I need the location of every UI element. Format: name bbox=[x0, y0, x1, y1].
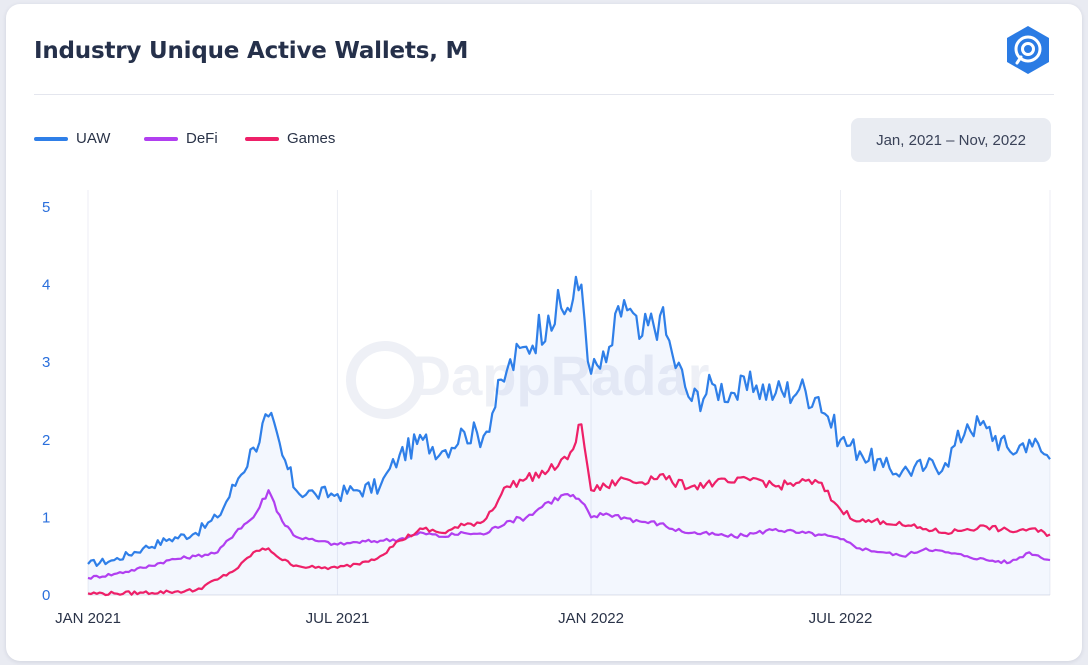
legend-label-games: Games bbox=[287, 130, 336, 147]
legend-swatch-defi bbox=[144, 136, 178, 141]
series-line-uaw bbox=[87, 275, 1051, 567]
x-tick-label-2: JAN 2022 bbox=[558, 610, 624, 627]
series-line-defi bbox=[87, 489, 1051, 580]
legend-item-defi[interactable]: DeFi bbox=[144, 130, 218, 147]
y-tick-label-5: 5 bbox=[42, 199, 50, 216]
legend-swatch-games bbox=[245, 136, 279, 141]
chart-title: Industry Unique Active Wallets, M bbox=[34, 38, 469, 64]
chart-card: Industry Unique Active Wallets, M UAW De… bbox=[6, 4, 1082, 661]
x-tick-label-0: JAN 2021 bbox=[55, 610, 121, 627]
dappradar-logo-icon[interactable] bbox=[1002, 24, 1054, 76]
legend-swatch-uaw bbox=[34, 136, 68, 141]
watermark-text: DappRadar bbox=[411, 344, 710, 407]
legend-item-games[interactable]: Games bbox=[245, 130, 335, 147]
legend-item-uaw[interactable]: UAW bbox=[34, 130, 110, 147]
date-range-button[interactable]: Jan, 2021 – Nov, 2022 bbox=[851, 118, 1051, 162]
series-line-games bbox=[87, 423, 1051, 597]
header-divider bbox=[34, 94, 1054, 95]
x-tick-label-1: JUL 2021 bbox=[306, 610, 370, 627]
y-tick-label-3: 3 bbox=[42, 354, 50, 371]
y-tick-label-2: 2 bbox=[42, 432, 50, 449]
x-tick-label-3: JUL 2022 bbox=[809, 610, 873, 627]
y-tick-label-4: 4 bbox=[42, 277, 50, 294]
y-tick-label-1: 1 bbox=[42, 509, 50, 526]
legend-label-defi: DeFi bbox=[186, 130, 218, 147]
watermark-logo-icon bbox=[346, 341, 424, 419]
y-tick-label-0: 0 bbox=[42, 587, 50, 604]
legend-label-uaw: UAW bbox=[76, 130, 111, 147]
series-area-uaw bbox=[88, 276, 1050, 595]
